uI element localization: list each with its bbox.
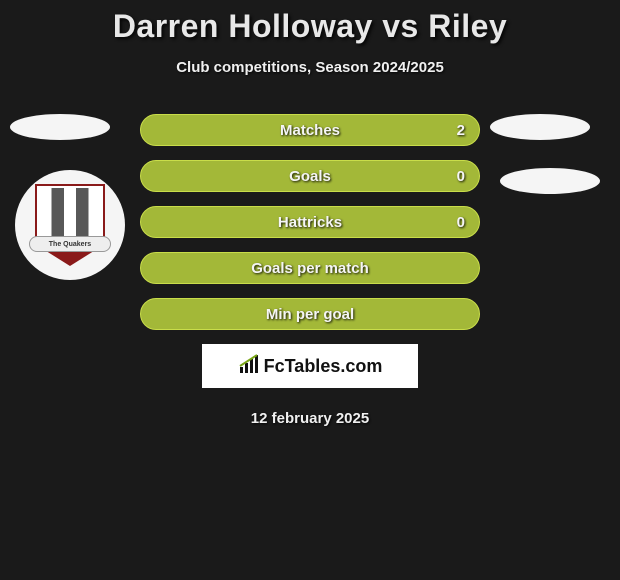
date-text: 12 february 2025 [0, 410, 620, 427]
crest-icon: The Quakers [35, 184, 105, 266]
stat-row: Hattricks 0 [140, 206, 480, 238]
decor-oval [10, 114, 110, 140]
crest-banner: The Quakers [29, 236, 111, 252]
content-area: The Quakers Matches2Goals0Hattricks0Goal… [0, 114, 620, 427]
subtitle: Club competitions, Season 2024/2025 [0, 59, 620, 76]
decor-oval [490, 114, 590, 140]
stat-row: Matches 2 [140, 114, 480, 146]
page-title: Darren Holloway vs Riley [0, 8, 620, 45]
fctables-branding: FcTables.com [202, 344, 418, 388]
fctables-text: FcTables.com [264, 356, 383, 377]
stat-row: Min per goal [140, 298, 480, 330]
stat-label: Matches [280, 122, 340, 139]
stat-value: 2 [457, 122, 465, 139]
stats-list: Matches 2 Goals 0 Hattricks 0 Goals per match M… [140, 114, 480, 330]
decor-oval [500, 168, 600, 194]
stat-label: Hattricks [278, 214, 342, 231]
stat-row: Goals per match [140, 252, 480, 284]
bar-chart-icon [238, 353, 260, 380]
stat-value: 0 [457, 214, 465, 231]
stat-value: 0 [457, 168, 465, 185]
stat-label: Min per goal [266, 306, 354, 323]
stat-label: Goals [289, 168, 331, 185]
header: Darren Holloway vs Riley Club competitio… [0, 0, 620, 76]
stat-label: Goals per match [251, 260, 369, 277]
club-badge: The Quakers [15, 170, 125, 280]
stat-row: Goals 0 [140, 160, 480, 192]
